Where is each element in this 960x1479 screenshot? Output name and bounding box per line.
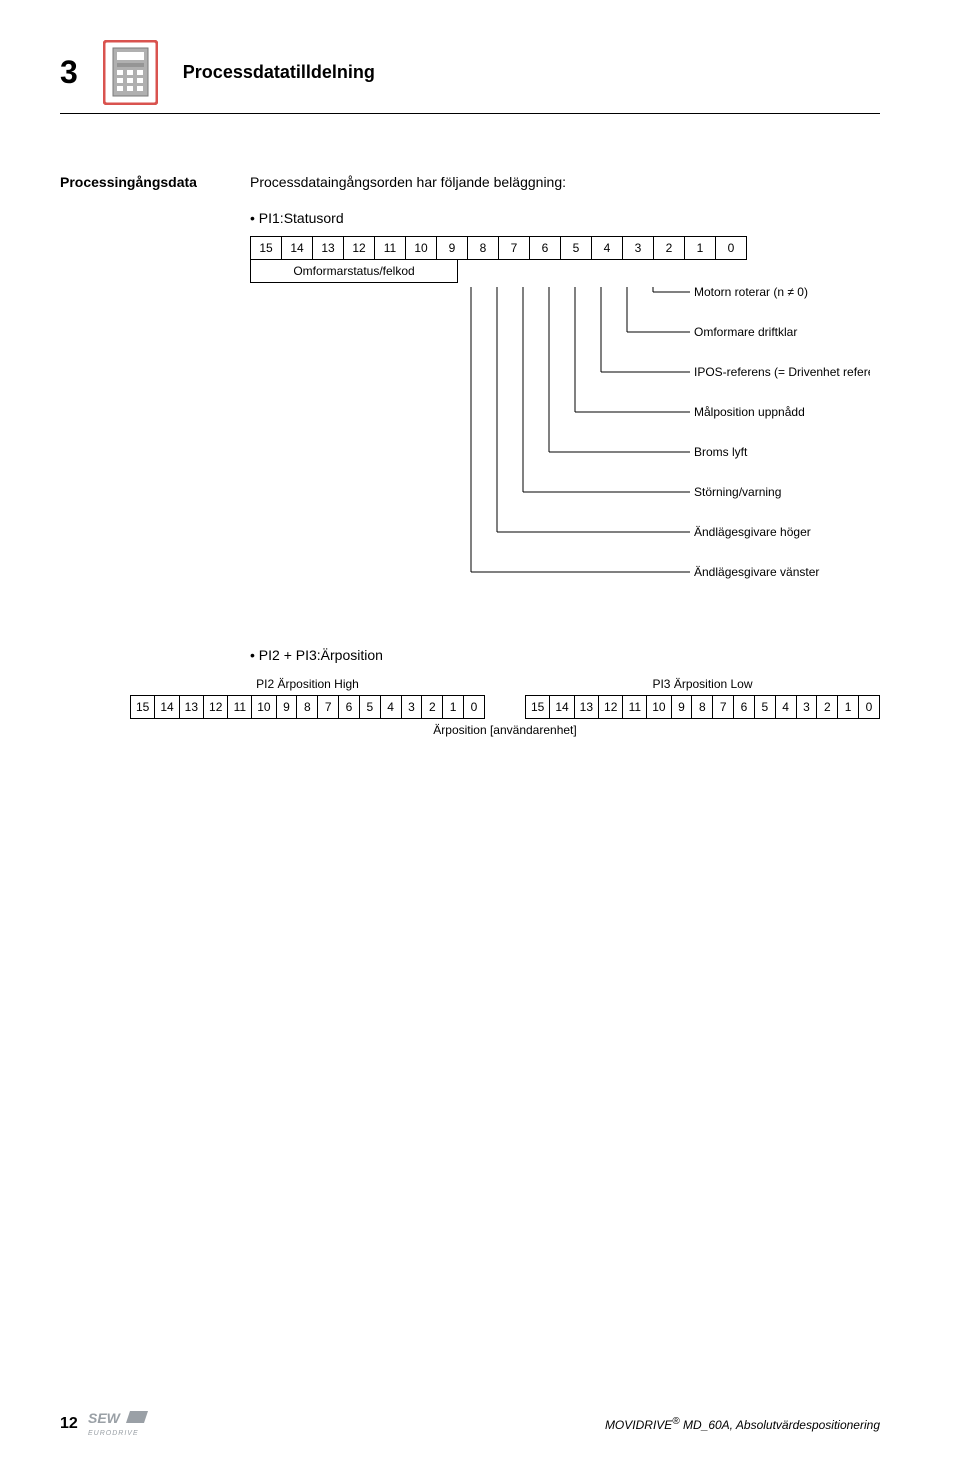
bit-cell: 4 [380,696,401,719]
pi1-lines-diagram: Motorn roterar (n ≠ 0) Omformare driftkl… [250,287,880,627]
bit-cell: 14 [550,696,574,719]
bit-cell: 9 [437,237,468,260]
pi1-line-2: IPOS-referens (= Drivenhet referenserad) [694,365,870,379]
right-column: Processdataingångsorden har följande bel… [250,174,880,737]
pi23-block: PI2 Ärposition High 15141312111098765432… [130,673,880,737]
pi2-block: PI2 Ärposition High 15141312111098765432… [130,673,485,719]
body: Processingångsdata Processdataingångsord… [60,174,880,737]
bit-cell: 2 [422,696,443,719]
bit-cell: 9 [276,696,297,719]
bit-cell: 13 [313,237,344,260]
bit-cell: 11 [623,696,647,719]
bit-cell: 6 [339,696,360,719]
pi1-status-felkod: Omformarstatus/felkod [250,260,458,283]
bit-cell: 14 [155,696,179,719]
bit-cell: 7 [318,696,339,719]
bit-cell: 4 [775,696,796,719]
bit-cell: 0 [464,696,485,719]
pi1-block: 1514131211109876543210 Omformarstatus/fe… [250,236,880,627]
bit-cell: 13 [179,696,203,719]
bit-cell: 12 [599,696,623,719]
bit-cell: 4 [592,237,623,260]
bit-cell: 11 [375,237,406,260]
bit-cell: 10 [252,696,276,719]
section-title: Processdatatilldelning [183,62,375,83]
footer-text: MOVIDRIVE® MD_60A, Absolutvärdesposition… [605,1416,880,1432]
page-header: 3 Processdatatilldelning [60,40,880,114]
sew-logo-icon: SEW EURODRIVE [88,1409,158,1439]
bit-cell: 7 [499,237,530,260]
bit-cell: 5 [561,237,592,260]
bit-cell: 3 [623,237,654,260]
arposition-footer: Ärposition [användarenhet] [130,723,880,737]
calculator-icon [103,40,158,105]
bit-cell: 3 [401,696,422,719]
bit-cell: 15 [526,696,550,719]
bit-cell: 0 [716,237,747,260]
pi1-line-0: Motorn roterar (n ≠ 0) [694,287,808,299]
page-number: 12 [60,1415,78,1433]
pi3-block: PI3 Ärposition Low 151413121110987654321… [525,673,880,719]
intro-text: Processdataingångsorden har följande bel… [250,174,880,190]
bit-cell: 11 [228,696,252,719]
bit-cell: 5 [359,696,380,719]
pi2-header: PI2 Ärposition High [130,673,485,695]
bit-cell: 5 [754,696,775,719]
svg-text:EURODRIVE: EURODRIVE [88,1430,139,1437]
bit-cell: 8 [468,237,499,260]
bit-cell: 6 [530,237,561,260]
bit-cell: 10 [647,696,671,719]
pi1-bullet: • PI1:Statusord [250,210,880,226]
page: 3 Processdatatilldelning Processing [0,0,960,1479]
bit-cell: 8 [692,696,713,719]
pi1-bit-table: 1514131211109876543210 [250,236,747,260]
bit-cell: 2 [654,237,685,260]
bit-cell: 15 [131,696,155,719]
bit-cell: 12 [344,237,375,260]
pi3-header: PI3 Ärposition Low [525,673,880,695]
bit-cell: 13 [574,696,598,719]
bit-cell: 1 [838,696,859,719]
bit-cell: 7 [713,696,734,719]
bit-cell: 15 [251,237,282,260]
pi1-line-3: Målposition uppnådd [694,405,805,419]
bit-cell: 6 [734,696,755,719]
bit-cell: 9 [671,696,692,719]
pi1-line-6: Ändlägesgivare höger [694,525,811,539]
section-number: 3 [60,54,78,91]
svg-text:SEW: SEW [88,1410,122,1426]
bit-cell: 3 [796,696,817,719]
bit-cell: 14 [282,237,313,260]
pi23-bullet: • PI2 + PI3:Ärposition [250,647,880,663]
bit-cell: 0 [859,696,880,719]
bit-cell: 10 [406,237,437,260]
pi1-line-4: Broms lyft [694,445,748,459]
bit-cell: 8 [297,696,318,719]
bit-cell: 1 [685,237,716,260]
left-label: Processingångsdata [60,174,210,737]
bit-cell: 12 [204,696,228,719]
pi2-bit-table: 1514131211109876543210 [130,695,485,719]
pi3-bit-table: 1514131211109876543210 [525,695,880,719]
pi1-line-1: Omformare driftklar [694,325,797,339]
pi1-line-7: Ändlägesgivare vänster [694,565,819,579]
pi1-line-5: Störning/varning [694,485,781,499]
bit-cell: 1 [443,696,464,719]
bit-cell: 2 [817,696,838,719]
page-footer: 12 SEW EURODRIVE MOVIDRIVE® MD_60A, Abso… [60,1409,880,1439]
